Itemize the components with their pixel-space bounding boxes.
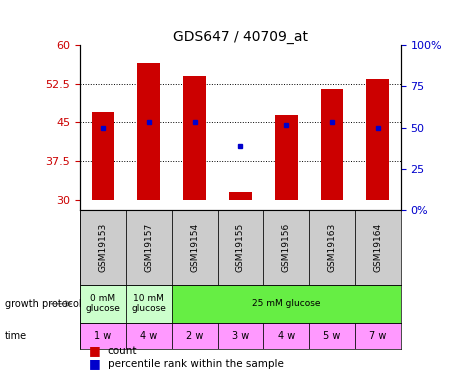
Bar bbox=[126, 322, 172, 349]
Text: 7 w: 7 w bbox=[369, 331, 387, 340]
Bar bbox=[80, 285, 126, 322]
Bar bbox=[355, 210, 401, 285]
Bar bbox=[80, 322, 126, 349]
Bar bbox=[263, 322, 309, 349]
Bar bbox=[321, 89, 344, 200]
Text: GSM19157: GSM19157 bbox=[144, 223, 153, 272]
Bar bbox=[172, 210, 218, 285]
Text: GSM19163: GSM19163 bbox=[327, 223, 337, 272]
Bar bbox=[126, 210, 172, 285]
Bar bbox=[366, 78, 389, 200]
Text: 4 w: 4 w bbox=[140, 331, 158, 340]
Text: growth protocol: growth protocol bbox=[5, 299, 81, 309]
Text: GSM19164: GSM19164 bbox=[373, 223, 382, 272]
Text: GSM19155: GSM19155 bbox=[236, 223, 245, 272]
Text: ■: ■ bbox=[89, 344, 101, 357]
Text: GSM19153: GSM19153 bbox=[98, 223, 108, 272]
Bar bbox=[183, 76, 206, 200]
Bar bbox=[92, 112, 114, 200]
Bar bbox=[229, 192, 252, 200]
Text: 25 mM glucose: 25 mM glucose bbox=[252, 299, 321, 308]
Bar bbox=[263, 210, 309, 285]
Bar bbox=[80, 210, 126, 285]
Bar bbox=[218, 210, 263, 285]
Bar bbox=[172, 322, 218, 349]
Bar bbox=[137, 63, 160, 200]
Bar bbox=[309, 210, 355, 285]
Bar bbox=[355, 322, 401, 349]
Text: 10 mM
glucose: 10 mM glucose bbox=[131, 294, 166, 314]
Text: time: time bbox=[5, 331, 27, 340]
Text: 1 w: 1 w bbox=[94, 331, 112, 340]
Text: GSM19156: GSM19156 bbox=[282, 223, 291, 272]
Title: GDS647 / 40709_at: GDS647 / 40709_at bbox=[173, 30, 308, 44]
Bar bbox=[172, 285, 401, 322]
Bar bbox=[218, 322, 263, 349]
Bar bbox=[309, 322, 355, 349]
Bar bbox=[275, 115, 298, 200]
Text: 0 mM
glucose: 0 mM glucose bbox=[86, 294, 120, 314]
Text: ■: ■ bbox=[89, 357, 101, 370]
Text: count: count bbox=[108, 346, 137, 355]
Text: 5 w: 5 w bbox=[323, 331, 341, 340]
Text: 3 w: 3 w bbox=[232, 331, 249, 340]
Text: GSM19154: GSM19154 bbox=[190, 223, 199, 272]
Text: 4 w: 4 w bbox=[278, 331, 295, 340]
Text: percentile rank within the sample: percentile rank within the sample bbox=[108, 359, 284, 369]
Text: 2 w: 2 w bbox=[186, 331, 203, 340]
Bar bbox=[126, 285, 172, 322]
